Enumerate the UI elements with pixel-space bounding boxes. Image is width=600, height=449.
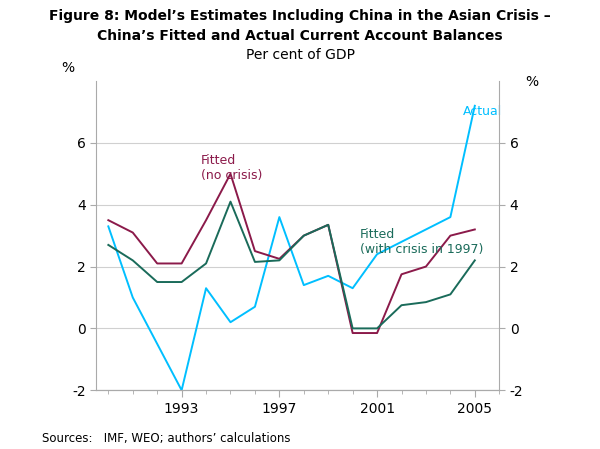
Text: China’s Fitted and Actual Current Account Balances: China’s Fitted and Actual Current Accoun… [97,29,503,43]
Text: Fitted
(no crisis): Fitted (no crisis) [201,154,263,181]
Text: Figure 8: Model’s Estimates Including China in the Asian Crisis –: Figure 8: Model’s Estimates Including Ch… [49,9,551,23]
Y-axis label: %: % [61,61,74,75]
Text: Fitted
(with crisis in 1997): Fitted (with crisis in 1997) [360,228,484,256]
Text: Per cent of GDP: Per cent of GDP [245,48,355,62]
Text: Sources:   IMF, WEO; authors’ calculations: Sources: IMF, WEO; authors’ calculations [42,431,290,445]
Y-axis label: %: % [525,75,538,89]
Text: Actual: Actual [463,105,502,118]
